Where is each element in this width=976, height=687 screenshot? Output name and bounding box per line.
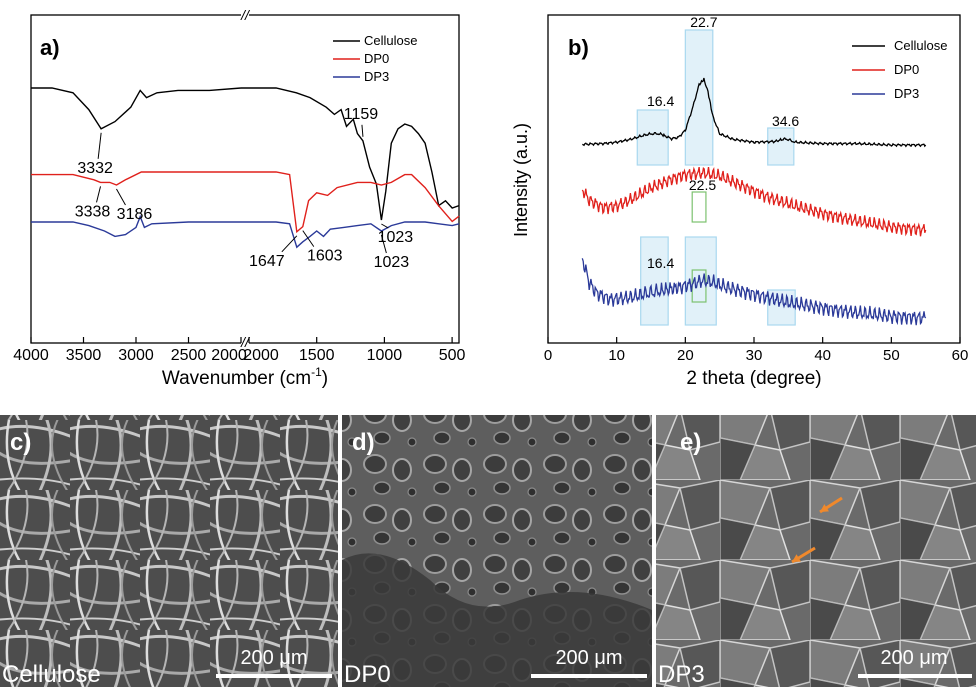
- panel-label-e: e): [680, 429, 701, 456]
- xrd-highlight-box-4: [640, 236, 669, 326]
- xrd-peak-label-3: 22.5: [689, 177, 716, 193]
- ftir-legend-label-dp0: DP0: [364, 51, 389, 66]
- xrd-legend: Cellulose DP0 DP3: [852, 38, 947, 101]
- xrd-highlight-boxes: [636, 29, 796, 326]
- sem-smooth-region-dp0: [342, 553, 652, 687]
- ftir-legend-label-dp3: DP3: [364, 69, 389, 84]
- ftir-peak-label-1: 1159: [344, 106, 379, 123]
- ftir-peak-label-5: 1647: [249, 253, 285, 270]
- ftir-legend-label-cellulose: Cellulose: [364, 33, 417, 48]
- ftir-peak-label-4: 3186: [117, 206, 153, 223]
- xrd-legend-label-dp3: DP3: [894, 86, 919, 101]
- scale-bar-label-dp0: 200 μm: [555, 647, 622, 669]
- ftir-tick-label-0: 4000: [13, 347, 49, 364]
- xrd-tick-label-3: 30: [746, 347, 763, 364]
- ftir-tick-label-2: 3000: [118, 347, 154, 364]
- xrd-x-ticks: 0 10 20 30 40 50 60: [544, 337, 969, 364]
- ftir-peak-arrow-3: [96, 186, 101, 203]
- xrd-x-axis-title: 2 theta (degree): [686, 368, 821, 389]
- xrd-peak-label-1: 22.7: [690, 14, 717, 30]
- xrd-tick-label-4: 40: [814, 347, 831, 364]
- ftir-peak-label-3: 3338: [75, 203, 111, 220]
- sem-image-dp3: [656, 415, 976, 687]
- ftir-peak-arrow-2: [381, 223, 389, 229]
- xrd-panel: b) Intensity (a.u.) 0 10 20 30 40 50 60 16.4 22…: [511, 14, 968, 389]
- xrd-tick-label-6: 60: [952, 347, 969, 364]
- ftir-line-dp3-right: [241, 221, 460, 249]
- xrd-highlight-box-2: [767, 127, 795, 166]
- xrd-series-lines: [581, 77, 927, 326]
- ftir-tick-label-8: 500: [439, 347, 466, 364]
- ftir-peak-arrow-4: [116, 188, 126, 206]
- ftir-peak-arrow-1: [361, 124, 364, 137]
- xrd-line-cellulose: [582, 77, 927, 148]
- xrd-peak-label-4: 16.4: [647, 255, 674, 271]
- xrd-peak-label-2: 34.6: [772, 113, 799, 129]
- scale-bar-dp3: [858, 674, 972, 678]
- orange-arrow-head-0: [820, 504, 829, 512]
- xrd-tick-label-5: 50: [883, 347, 900, 364]
- sample-label-dp3: DP3: [658, 661, 705, 687]
- ftir-peak-arrow-6: [302, 230, 315, 247]
- panel-label-c: c): [10, 429, 31, 456]
- ftir-legend: Cellulose DP0 DP3: [333, 33, 417, 84]
- ftir-line-cellulose-right: [241, 87, 460, 221]
- orange-arrow-icons: [791, 496, 843, 564]
- xrd-legend-label-dp0: DP0: [894, 62, 919, 77]
- ftir-series-lines: [31, 87, 460, 249]
- ftir-line-dp0-left: [31, 171, 241, 186]
- scale-bar-label-dp3: 200 μm: [880, 647, 947, 669]
- orange-arrow-head-1: [792, 554, 801, 562]
- xrd-highlight-box-3: [691, 191, 707, 223]
- ftir-peak-label-6: 1603: [307, 248, 343, 265]
- scale-bar-dp0: [531, 674, 647, 678]
- sem-image-cellulose: [0, 415, 338, 687]
- ftir-tick-label-4: 2000: [211, 347, 247, 364]
- xrd-line-dp0: [581, 166, 927, 237]
- xrd-peak-label-0: 16.4: [647, 93, 674, 109]
- ftir-line-cellulose-left: [31, 87, 242, 130]
- ftir-tick-label-3: 2500: [171, 347, 207, 364]
- ftir-peak-label-2: 1023: [378, 229, 414, 246]
- scale-bar-label-cellulose: 200 μm: [240, 647, 307, 669]
- xrd-tick-label-1: 10: [608, 347, 625, 364]
- ftir-peak-labels: 3332 1159 1023 3338 3186 1647 1603 1023: [75, 106, 414, 271]
- xrd-tick-label-0: 0: [544, 347, 552, 364]
- ftir-tick-label-5: 2000: [243, 347, 279, 364]
- ftir-line-dp0-right: [241, 171, 460, 234]
- ftir-peak-label-0: 3332: [77, 160, 113, 177]
- sem-micrograph-cellulose: c) Cellulose 200 μm: [0, 415, 338, 687]
- sample-label-cellulose: Cellulose: [2, 661, 101, 687]
- scale-bar-cellulose: [216, 674, 332, 678]
- ftir-tick-label-6: 1500: [299, 347, 335, 364]
- axis-break-mark-top: //: [240, 7, 251, 23]
- xrd-y-axis-title: Intensity (a.u.): [511, 123, 531, 237]
- panel-label-a: a): [40, 35, 60, 60]
- panel-label-b: b): [568, 35, 589, 60]
- ftir-x-axis-title: Wavenumber (cm-1): [162, 365, 328, 389]
- ftir-peak-arrow-7: [380, 234, 387, 254]
- ftir-peak-label-7: 1023: [374, 254, 410, 271]
- ftir-tick-label-1: 3500: [66, 347, 102, 364]
- xrd-legend-label-cellulose: Cellulose: [894, 38, 947, 53]
- sem-micrograph-dp0: d) DP0 200 μm: [342, 415, 652, 687]
- panel-label-d: d): [352, 429, 375, 456]
- xrd-tick-label-2: 20: [677, 347, 694, 364]
- ftir-peak-arrow-0: [97, 132, 102, 159]
- ftir-tick-label-7: 1000: [367, 347, 403, 364]
- xrd-highlight-box-0: [636, 109, 669, 166]
- sample-label-dp0: DP0: [344, 661, 391, 687]
- xrd-peak-labels: 16.4 22.7 34.6 22.5 16.4: [647, 14, 799, 271]
- ftir-peak-arrow-5: [281, 235, 298, 253]
- xrd-line-dp3: [581, 258, 927, 326]
- sem-micrograph-dp3: e) DP3 200 μm: [656, 415, 976, 687]
- axis-break-mark-bottom: //: [240, 334, 251, 350]
- ftir-frame: [30, 14, 460, 344]
- ftir-line-dp3-left: [31, 214, 241, 238]
